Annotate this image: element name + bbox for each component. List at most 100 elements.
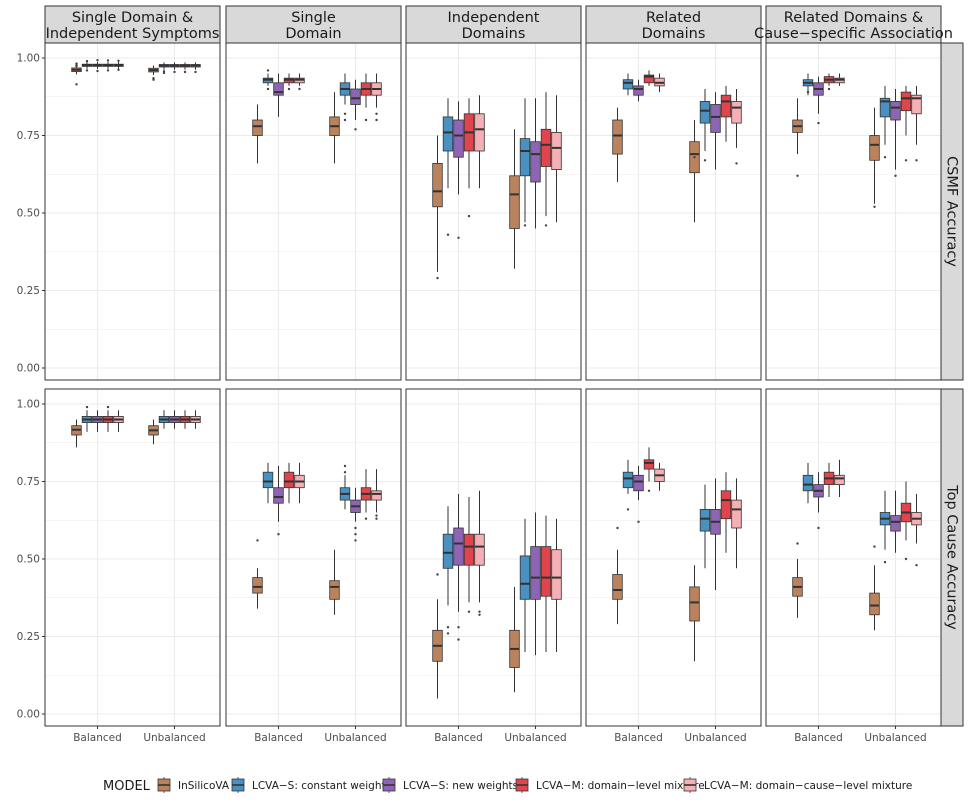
box-lcva-s-new-unbalanced bbox=[169, 410, 180, 429]
box-body bbox=[453, 119, 464, 158]
legend-item-0 bbox=[157, 777, 171, 793]
outlier-point bbox=[354, 526, 357, 530]
box-lcva-s-constant-unbalanced bbox=[519, 518, 531, 652]
box-body bbox=[802, 474, 814, 492]
box-lcva-m-domain-balanced bbox=[823, 462, 835, 497]
outlier-point bbox=[827, 87, 831, 91]
box-insilicova-balanced bbox=[71, 62, 82, 86]
box-lcva-s-constant-balanced bbox=[81, 59, 93, 72]
outlier-point bbox=[703, 159, 707, 162]
legend-item-3 bbox=[515, 777, 529, 793]
box-lcva-m-domain-balanced bbox=[283, 73, 295, 91]
box-body bbox=[890, 101, 901, 121]
box-lcva-s-constant-balanced bbox=[442, 98, 454, 236]
panel-border bbox=[585, 388, 762, 727]
box-body bbox=[689, 586, 700, 622]
box-body bbox=[283, 471, 295, 489]
panel-r1-c3 bbox=[585, 388, 762, 729]
box-body bbox=[530, 141, 541, 183]
box-body bbox=[463, 533, 475, 566]
outlier-point bbox=[647, 489, 651, 492]
panel-r0-c4 bbox=[765, 42, 942, 381]
outlier-point bbox=[343, 471, 347, 474]
box-insilicova-unbalanced bbox=[689, 120, 700, 223]
box-body bbox=[530, 546, 541, 600]
x-tick-label-2-1: Unbalanced bbox=[504, 732, 566, 744]
box-body bbox=[699, 508, 711, 532]
box-lcva-m-domain-balanced bbox=[102, 59, 114, 72]
outlier-point bbox=[277, 533, 280, 536]
panel-bg bbox=[226, 389, 401, 726]
outlier-point bbox=[457, 638, 460, 641]
outlier-point bbox=[106, 69, 110, 72]
legend-title: MODEL bbox=[103, 779, 151, 794]
panel-r0-c1 bbox=[225, 42, 402, 381]
outlier-point bbox=[364, 517, 368, 520]
outlier-point bbox=[194, 70, 197, 74]
outlier-point bbox=[616, 526, 619, 530]
outlier-point bbox=[735, 162, 738, 165]
box-body bbox=[262, 471, 274, 489]
box-body bbox=[252, 119, 263, 136]
box-body bbox=[720, 94, 732, 118]
outlier-point bbox=[85, 405, 89, 409]
panel-bg bbox=[766, 389, 941, 726]
box-lcva-m-domain-cause-unbalanced bbox=[731, 89, 742, 165]
y-tick-label-1-0: 0.00 bbox=[17, 709, 40, 721]
outlier-point bbox=[287, 87, 291, 91]
box-lcva-m-domain-cause-balanced bbox=[113, 410, 124, 432]
box-body bbox=[551, 549, 562, 600]
outlier-point bbox=[467, 214, 471, 218]
facet-strip-3 bbox=[585, 5, 762, 44]
box-lcva-m-domain-cause-balanced bbox=[294, 462, 305, 504]
box-lcva-s-new-balanced bbox=[633, 79, 644, 102]
box-lcva-m-domain-cause-balanced bbox=[294, 73, 305, 91]
outlier-point bbox=[523, 224, 527, 227]
box-lcva-m-domain-balanced bbox=[463, 98, 475, 218]
box-lcva-m-domain-cause-balanced bbox=[834, 73, 845, 86]
box-lcva-s-constant-unbalanced bbox=[339, 73, 351, 122]
box-lcva-s-constant-unbalanced bbox=[879, 85, 891, 159]
outlier-point bbox=[467, 610, 471, 613]
panel-bg bbox=[45, 389, 220, 726]
outlier-point bbox=[873, 545, 876, 548]
outlier-point bbox=[106, 59, 110, 62]
box-body bbox=[612, 574, 623, 600]
x-tick-label-3-1: Unbalanced bbox=[684, 732, 746, 744]
box-body bbox=[329, 580, 340, 600]
y-tick-label-0-3: 0.75 bbox=[17, 130, 40, 142]
box-body bbox=[432, 162, 443, 208]
box-lcva-s-new-balanced bbox=[813, 76, 824, 125]
box-lcva-s-constant-balanced bbox=[262, 69, 274, 91]
box-lcva-m-domain-unbalanced bbox=[720, 472, 732, 553]
box-lcva-m-domain-balanced bbox=[283, 462, 295, 504]
box-body bbox=[834, 474, 845, 485]
box-body bbox=[453, 527, 464, 566]
box-lcva-m-domain-cause-balanced bbox=[474, 95, 485, 189]
box-body bbox=[869, 135, 880, 161]
box-lcva-m-domain-unbalanced bbox=[360, 469, 372, 520]
box-lcva-m-domain-cause-balanced bbox=[654, 73, 665, 93]
outlier-point bbox=[162, 71, 166, 75]
outlier-point bbox=[266, 69, 270, 72]
facet-strip-1 bbox=[225, 5, 402, 44]
panel-r0-c2 bbox=[405, 42, 582, 381]
outlier-point bbox=[626, 508, 630, 511]
row-label-1: Top Cause Accuracy bbox=[944, 484, 960, 630]
box-lcva-s-new-balanced bbox=[92, 410, 103, 432]
box-lcva-m-domain-cause-unbalanced bbox=[371, 73, 382, 122]
outlier-point bbox=[75, 83, 78, 86]
box-lcva-m-domain-cause-unbalanced bbox=[371, 469, 382, 520]
box-body bbox=[633, 474, 644, 492]
legend-label-0: InSilicoVA bbox=[178, 780, 230, 792]
x-tick-label-4-1: Unbalanced bbox=[864, 732, 926, 744]
outlier-point bbox=[806, 90, 810, 94]
x-tick-label-1-0: Balanced bbox=[254, 732, 303, 744]
box-lcva-s-constant-unbalanced bbox=[519, 98, 531, 227]
panel-border bbox=[405, 388, 582, 727]
outlier-point bbox=[343, 464, 347, 468]
box-insilicova-balanced bbox=[432, 135, 443, 280]
outlier-point bbox=[96, 69, 99, 73]
box-lcva-m-domain-cause-balanced bbox=[834, 459, 845, 497]
